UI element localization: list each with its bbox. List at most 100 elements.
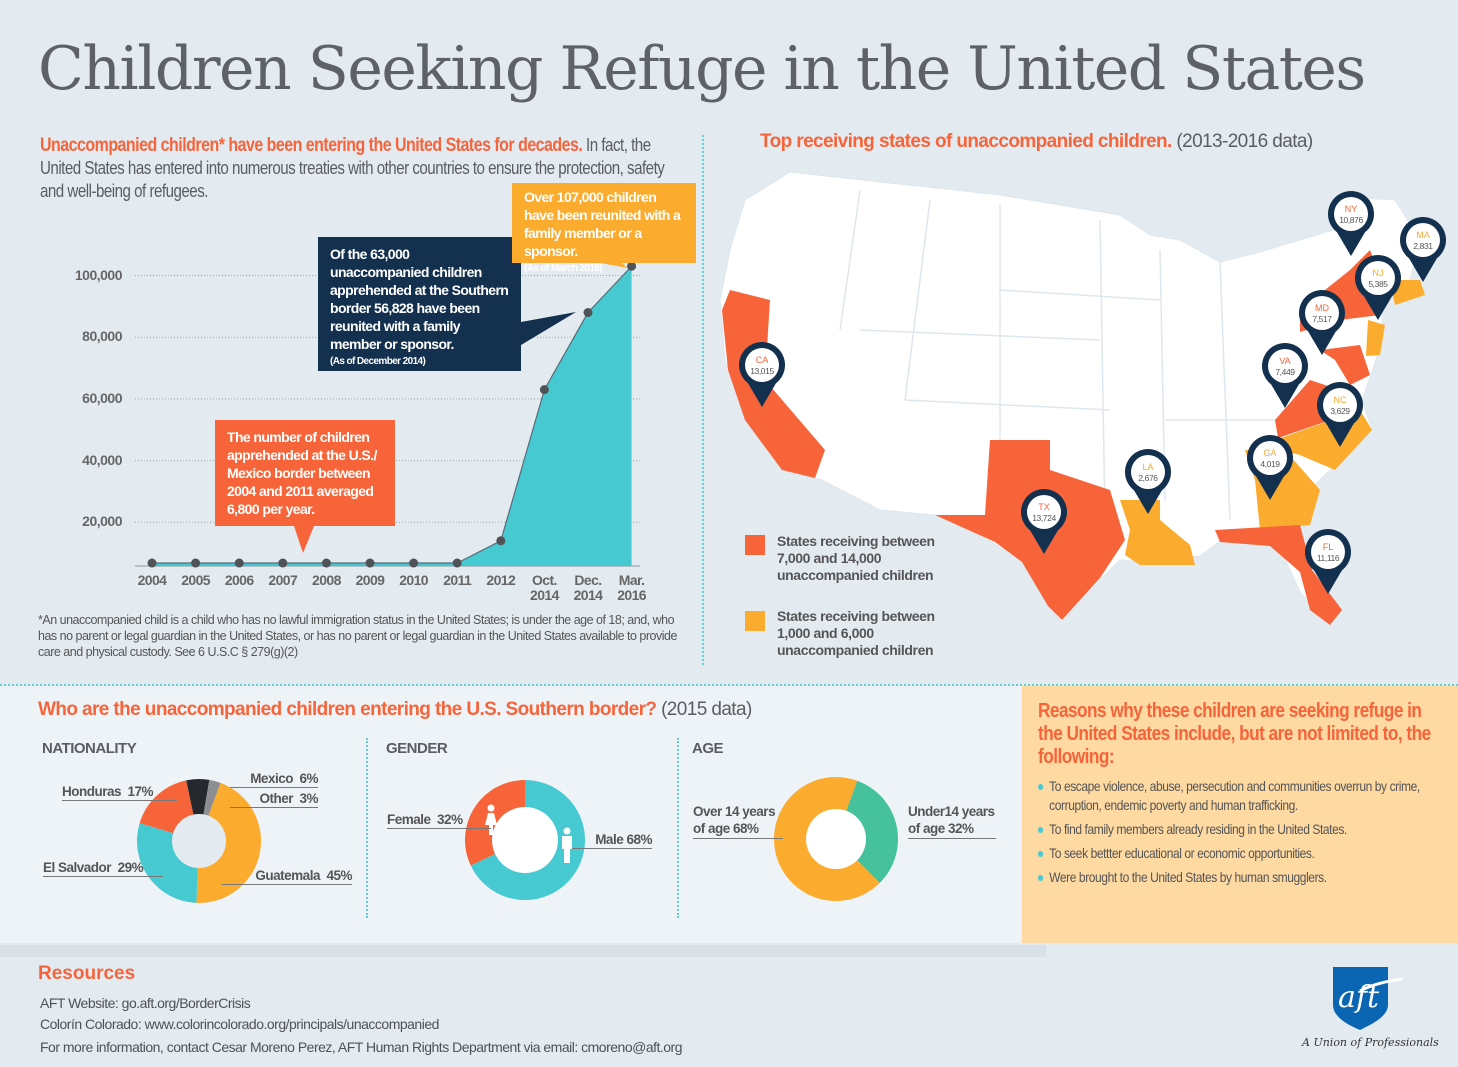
aft-tagline: A Union of Professionals bbox=[1302, 1036, 1439, 1049]
x-tick-label: 2009 bbox=[355, 572, 385, 588]
pin-state-abbr: LA bbox=[1142, 462, 1153, 472]
donut-hole bbox=[172, 814, 226, 868]
value-mexico: 6% bbox=[299, 771, 318, 786]
state-fl bbox=[1215, 525, 1342, 625]
data-point bbox=[583, 308, 593, 318]
data-point bbox=[147, 558, 157, 568]
label-mexico: Mexico 6% bbox=[230, 771, 318, 788]
intro-body: In fact, the United States has entered i… bbox=[40, 135, 665, 201]
pin-value: 2,831 bbox=[1413, 241, 1433, 251]
pin-value: 10,876 bbox=[1339, 215, 1363, 225]
map-pin-md[interactable]: MD7,517 bbox=[1299, 290, 1345, 355]
pin-state-abbr: CA bbox=[756, 355, 769, 365]
callout-orange: The number of children apprehended at th… bbox=[215, 420, 395, 526]
map-heading: Top receiving states of unaccompanied ch… bbox=[760, 131, 1313, 153]
map-pin-va[interactable]: VA7,449 bbox=[1262, 343, 1308, 408]
pin-state-abbr: TX bbox=[1038, 502, 1050, 512]
column-divider bbox=[702, 135, 704, 665]
reasons-list: To escape violence, abuse, persecution a… bbox=[1038, 777, 1442, 892]
x-tick-label: Oct. 2014 bbox=[530, 572, 559, 603]
y-tick-label: 40,000 bbox=[82, 451, 122, 468]
map-pin-la[interactable]: LA2,676 bbox=[1125, 449, 1171, 514]
label-other: Other 3% bbox=[230, 791, 318, 808]
state-border bbox=[839, 189, 861, 331]
pin-value: 13,724 bbox=[1032, 513, 1056, 523]
y-tick-label: 20,000 bbox=[82, 513, 122, 530]
callout-navy-pointer bbox=[521, 312, 576, 345]
state-border bbox=[1099, 219, 1106, 521]
resource-colorin-colorado[interactable]: Colorín Colorado: www.colorincolorado.or… bbox=[40, 1016, 439, 1032]
map-pin-nj[interactable]: NJ5,385 bbox=[1355, 255, 1401, 320]
pin-value: 2,676 bbox=[1138, 473, 1158, 483]
pin-value: 7,517 bbox=[1312, 314, 1332, 324]
us-map: NY10,876MA2,831NJ5,385MD7,517VA7,449NC3,… bbox=[719, 171, 1446, 626]
state-border bbox=[859, 329, 1101, 341]
pin-inner bbox=[1268, 349, 1302, 383]
callout-orange-pointer bbox=[294, 526, 314, 553]
demographics-heading-main: Who are the unaccompanied children enter… bbox=[38, 699, 657, 720]
page-title: Children Seeking Refuge in the United St… bbox=[38, 34, 1366, 104]
divider-shadow bbox=[0, 945, 1046, 957]
state-md bbox=[1320, 345, 1370, 385]
data-point bbox=[278, 558, 288, 568]
x-tick-label: 2007 bbox=[268, 572, 298, 588]
gender-label: GENDER bbox=[386, 740, 448, 757]
y-tick-label: 100,000 bbox=[74, 266, 123, 283]
value-male: 68% bbox=[626, 832, 652, 847]
data-point bbox=[452, 558, 462, 568]
pin-inner bbox=[1305, 296, 1339, 330]
label-male: Male 68% bbox=[572, 832, 652, 849]
pin-inner bbox=[745, 348, 779, 382]
callout-yellow-pointer bbox=[595, 262, 628, 268]
divider-1 bbox=[366, 738, 368, 918]
pin-value: 3,629 bbox=[1330, 406, 1350, 416]
intro-highlight: Unaccompanied children* have been enteri… bbox=[40, 135, 583, 156]
label-honduras: Honduras 17% bbox=[62, 784, 177, 801]
resources-heading: Resources bbox=[38, 963, 136, 984]
state-border bbox=[904, 199, 931, 401]
legend-high: States receiving between 7,000 and 14,00… bbox=[777, 533, 935, 583]
reason-item: To seek bettter educational or economic … bbox=[1038, 844, 1442, 863]
pin-inner bbox=[1334, 197, 1368, 231]
resource-contact[interactable]: For more information, contact Cesar More… bbox=[40, 1039, 683, 1055]
donut-hole bbox=[492, 807, 558, 873]
data-point bbox=[627, 261, 637, 271]
data-point bbox=[191, 558, 201, 568]
intro-text: Unaccompanied children* have been enteri… bbox=[40, 134, 678, 203]
divider-2 bbox=[677, 738, 679, 918]
pin-inner bbox=[1253, 441, 1287, 475]
value-under-14: 32% bbox=[948, 821, 974, 836]
state-border bbox=[1219, 261, 1231, 521]
pin-value: 5,385 bbox=[1368, 279, 1388, 289]
reasons-content: Reasons why these children are seeking r… bbox=[1038, 700, 1442, 892]
slice-under14-years-of-age bbox=[836, 780, 899, 883]
pin-state-abbr: NJ bbox=[1373, 268, 1384, 278]
state-la bbox=[1120, 500, 1195, 565]
map-pin-ga[interactable]: GA4,019 bbox=[1247, 435, 1293, 500]
pin-inner bbox=[1311, 535, 1345, 569]
label-el-salvador: El Salvador 29% bbox=[43, 860, 163, 877]
resource-aft-website[interactable]: AFT Website: go.aft.org/BorderCrisis bbox=[40, 995, 251, 1011]
pin-value: 11,116 bbox=[1317, 553, 1340, 563]
donut-charts bbox=[137, 776, 899, 903]
demographics-heading-note: (2015 data) bbox=[656, 699, 752, 720]
pin-state-abbr: NC bbox=[1334, 395, 1347, 405]
x-tick-label: Mar. 2016 bbox=[617, 572, 646, 603]
x-tick-label: 2011 bbox=[443, 572, 472, 588]
state-nj bbox=[1366, 320, 1385, 356]
map-pin-ma[interactable]: MA2,831 bbox=[1400, 217, 1446, 282]
pin-inner bbox=[1131, 455, 1165, 489]
map-pin-nc[interactable]: NC3,629 bbox=[1317, 382, 1363, 447]
pin-inner bbox=[1406, 223, 1440, 257]
label-female: Female 32% bbox=[387, 812, 491, 829]
callout-yellow: Over 107,000 children have been reunited… bbox=[512, 183, 696, 274]
data-point bbox=[321, 558, 331, 568]
x-tick-label: 2012 bbox=[486, 572, 516, 588]
pin-value: 7,449 bbox=[1275, 367, 1295, 377]
x-tick-label: 2005 bbox=[181, 572, 210, 588]
callout-orange-text: The number of children apprehended at th… bbox=[227, 429, 377, 517]
